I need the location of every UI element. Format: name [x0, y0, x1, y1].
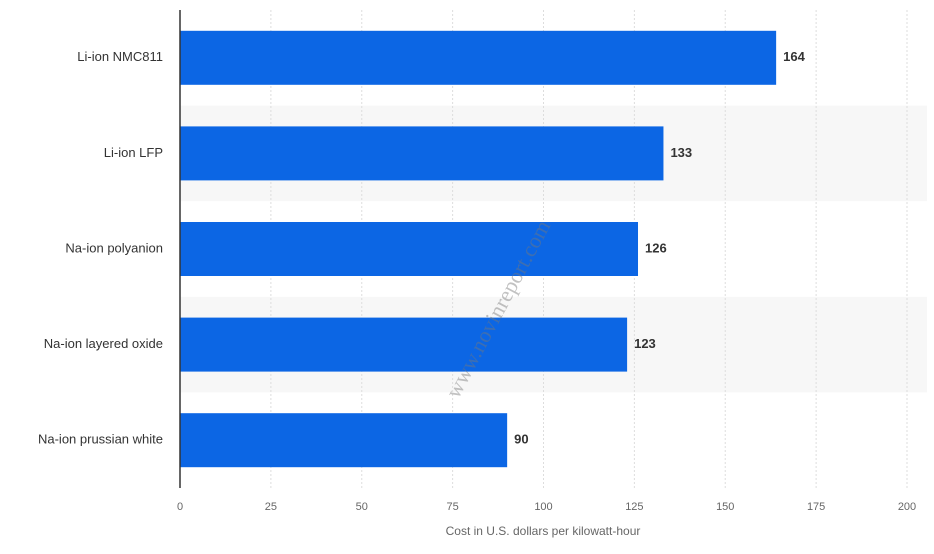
x-tick-label: 125: [625, 501, 643, 513]
bar: [180, 126, 664, 181]
value-label: 126: [645, 240, 667, 255]
value-label: 123: [634, 336, 656, 351]
bar: [180, 317, 628, 372]
y-tick-label: Na-ion polyanion: [65, 240, 163, 255]
x-tick-label: 175: [807, 501, 825, 513]
x-tick-label: 0: [177, 501, 183, 513]
value-label: 164: [783, 49, 805, 64]
x-tick-label: 75: [447, 501, 459, 513]
bar: [180, 413, 508, 468]
x-tick-label: 100: [534, 501, 552, 513]
y-tick-label: Li-ion LFP: [104, 145, 163, 160]
x-axis-label: Cost in U.S. dollars per kilowatt-hour: [446, 524, 641, 538]
x-tick-label: 50: [356, 501, 368, 513]
x-tick-label: 150: [716, 501, 734, 513]
y-tick-label: Na-ion prussian white: [38, 432, 163, 447]
bar: [180, 30, 777, 85]
y-tick-label: Li-ion NMC811: [77, 49, 163, 64]
value-label: 133: [670, 145, 692, 160]
y-tick-label: Na-ion layered oxide: [44, 336, 163, 351]
bar: [180, 222, 639, 276]
x-tick-label: 200: [898, 501, 916, 513]
x-tick-label: 25: [265, 501, 277, 513]
value-label: 90: [514, 432, 528, 447]
